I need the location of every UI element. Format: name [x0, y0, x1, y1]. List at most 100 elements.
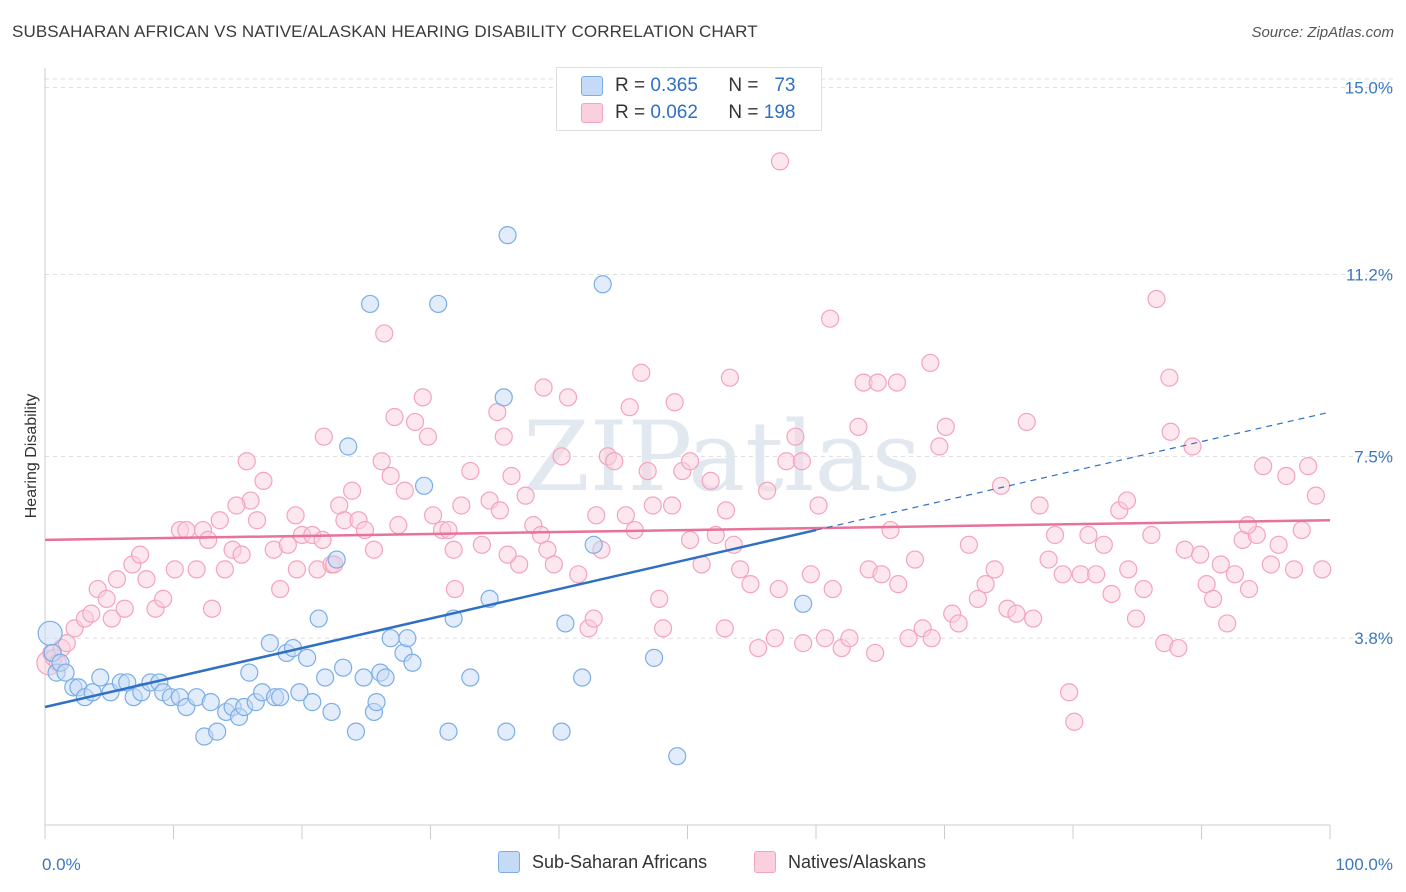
- data-point: [1071, 565, 1090, 584]
- data-point: [187, 560, 206, 579]
- pink-swatch: [581, 103, 603, 123]
- data-point: [887, 373, 907, 392]
- data-point: [414, 476, 434, 495]
- data-point: [921, 353, 940, 373]
- r-value: 0.062: [650, 102, 698, 123]
- data-point: [237, 452, 256, 471]
- data-point: [809, 496, 828, 515]
- data-point: [731, 560, 750, 579]
- data-point: [881, 520, 900, 540]
- data-point: [936, 417, 955, 436]
- data-point: [1292, 520, 1311, 540]
- data-point: [534, 378, 553, 397]
- natives-trend-line: [44, 518, 1331, 542]
- data-point: [1094, 535, 1113, 554]
- data-point: [115, 599, 134, 618]
- data-point: [286, 506, 305, 525]
- data-point: [395, 481, 414, 500]
- data-point: [444, 540, 463, 559]
- data-point: [823, 579, 842, 599]
- data-point: [314, 427, 333, 446]
- data-point: [165, 560, 184, 579]
- data-point: [254, 471, 273, 491]
- data-point: [584, 609, 603, 628]
- data-point: [322, 702, 341, 722]
- subsaharan-trend-line: [44, 528, 817, 709]
- data-point: [247, 511, 267, 530]
- data-point: [849, 417, 868, 436]
- data-point: [375, 324, 394, 343]
- correlation-legend: R = 0.365 N = 73 R = 0.062 N = 198: [556, 67, 822, 131]
- data-point: [82, 604, 101, 623]
- data-point: [620, 398, 639, 417]
- data-point: [1119, 560, 1138, 579]
- data-point: [102, 609, 121, 628]
- data-point: [968, 589, 988, 608]
- y-tick-label: 11.2%: [1346, 265, 1393, 284]
- data-point: [137, 570, 156, 589]
- data-point: [777, 452, 796, 471]
- data-point: [1007, 604, 1026, 623]
- data-point: [1017, 412, 1036, 432]
- blue-swatch: [498, 851, 520, 873]
- data-point: [510, 555, 529, 574]
- data-point: [327, 550, 346, 569]
- data-point: [316, 668, 335, 687]
- data-point: [866, 643, 885, 663]
- data-point: [381, 466, 400, 486]
- data-point: [429, 294, 448, 314]
- data-point: [1183, 437, 1202, 456]
- y-tick-label: 15.0%: [1345, 79, 1393, 98]
- data-point: [632, 363, 651, 382]
- subsaharan-africans-points: [37, 226, 813, 766]
- data-point: [949, 614, 968, 633]
- data-point: [758, 481, 777, 500]
- r-value: 0.365: [650, 75, 698, 96]
- data-point: [461, 668, 480, 687]
- data-point: [346, 722, 366, 741]
- data-point: [643, 496, 662, 515]
- data-point: [413, 388, 432, 407]
- legend-row-natives: R = 0.062 N = 198: [581, 100, 795, 126]
- data-point: [398, 629, 417, 648]
- data-point: [1045, 525, 1065, 545]
- data-point: [770, 152, 790, 171]
- n-label: N =: [728, 102, 759, 123]
- data-point: [215, 560, 234, 579]
- y-axis-title: Hearing Disability: [23, 394, 40, 519]
- data-point: [605, 452, 624, 471]
- data-point: [1039, 550, 1058, 569]
- data-point: [680, 452, 700, 471]
- data-point: [309, 609, 328, 628]
- data-point: [1160, 368, 1179, 387]
- data-point: [552, 722, 571, 741]
- data-point: [403, 653, 422, 672]
- data-point: [313, 530, 332, 549]
- data-point: [650, 589, 669, 608]
- data-point: [889, 575, 908, 594]
- data-point: [1126, 609, 1146, 628]
- axes: [44, 68, 1331, 839]
- data-point: [1225, 565, 1245, 584]
- data-point: [556, 614, 575, 633]
- data-point: [868, 373, 887, 392]
- data-point: [381, 629, 400, 648]
- data-point: [405, 412, 425, 432]
- data-point: [385, 407, 404, 427]
- data-point: [616, 506, 635, 525]
- data-point: [801, 565, 820, 584]
- data-point: [715, 619, 734, 638]
- n-value: 198: [763, 102, 796, 123]
- data-point: [361, 294, 380, 314]
- data-point: [1269, 535, 1288, 554]
- data-point: [991, 476, 1011, 495]
- data-point: [786, 427, 805, 446]
- data-point: [210, 511, 229, 530]
- data-point: [57, 634, 76, 653]
- data-point: [1218, 614, 1237, 633]
- data-point: [389, 516, 408, 535]
- data-point: [498, 545, 517, 564]
- data-point: [899, 629, 918, 648]
- data-point: [1277, 466, 1296, 486]
- data-point: [584, 535, 603, 554]
